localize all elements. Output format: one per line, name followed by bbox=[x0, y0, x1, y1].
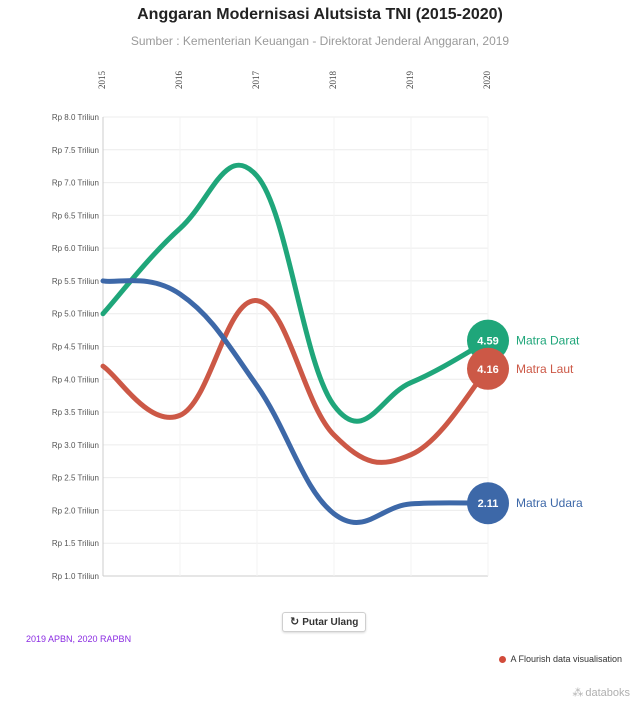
end-marker bbox=[467, 482, 509, 525]
series-line bbox=[100, 278, 491, 525]
x-tick-label: 2020 bbox=[482, 71, 492, 90]
databoks-logo-icon: ⁂ bbox=[572, 687, 584, 699]
y-tick-label: Rp 6.5 Triliun bbox=[52, 211, 99, 220]
y-tick-label: Rp 6.0 Triliun bbox=[52, 244, 99, 253]
flourish-credit-label: A Flourish data visualisation bbox=[510, 654, 622, 664]
series-line bbox=[100, 298, 491, 465]
y-tick-label: Rp 2.5 Triliun bbox=[52, 474, 99, 483]
end-value-label: 2.11 bbox=[478, 498, 499, 510]
replay-label: Putar Ulang bbox=[302, 617, 359, 628]
line-chart: Rp 8.0 Triliun Rp 7.5 Triliun Rp 7.0 Trili… bbox=[52, 71, 583, 582]
y-tick-label: Rp 1.5 Triliun bbox=[52, 539, 99, 548]
y-tick-label: Rp 5.0 Triliun bbox=[52, 310, 99, 319]
y-tick-label: Rp 8.0 Triliun bbox=[52, 113, 99, 122]
footnote: 2019 APBN, 2020 RAPBN bbox=[26, 634, 132, 644]
y-tick-label: Rp 3.5 Triliun bbox=[52, 408, 99, 417]
x-tick-label: 2016 bbox=[174, 71, 184, 90]
flourish-credit[interactable]: A Flourish data visualisation bbox=[499, 654, 622, 664]
x-tick-label: 2017 bbox=[251, 71, 261, 90]
series-name-label: Matra Darat bbox=[516, 334, 580, 348]
y-tick-label: Rp 3.0 Triliun bbox=[52, 441, 99, 450]
x-tick-label: 2018 bbox=[328, 71, 338, 90]
y-tick-label: Rp 7.0 Triliun bbox=[52, 179, 99, 188]
databoks-brand: ⁂ databoks bbox=[572, 686, 630, 699]
chart-title: Anggaran Modernisasi Alutsista TNI (2015… bbox=[137, 6, 503, 23]
y-tick-label: Rp 4.5 Triliun bbox=[52, 343, 99, 352]
replay-icon: ↻ bbox=[290, 616, 300, 628]
y-tick-label: Rp 2.0 Triliun bbox=[52, 506, 99, 515]
replay-button[interactable]: ↻ Putar Ulang bbox=[282, 612, 367, 632]
end-value-label: 4.16 bbox=[477, 364, 498, 376]
end-marker bbox=[467, 347, 509, 390]
flourish-logo-icon bbox=[499, 656, 507, 663]
databoks-brand-label: databoks bbox=[585, 687, 630, 699]
y-tick-label: Rp 5.5 Triliun bbox=[52, 277, 99, 286]
series-name-label: Matra Udara bbox=[516, 496, 583, 510]
y-tick-label: Rp 7.5 Triliun bbox=[52, 146, 99, 155]
end-value-label: 4.59 bbox=[477, 336, 498, 348]
x-tick-label: 2015 bbox=[97, 71, 107, 90]
y-tick-label: Rp 1.0 Triliun bbox=[52, 572, 99, 581]
x-tick-label: 2019 bbox=[405, 71, 415, 90]
y-tick-label: Rp 4.0 Triliun bbox=[52, 375, 99, 384]
chart-subtitle: Sumber : Kementerian Keuangan - Direktor… bbox=[130, 34, 510, 48]
series-line bbox=[100, 162, 491, 424]
series-name-label: Matra Laut bbox=[516, 362, 574, 376]
